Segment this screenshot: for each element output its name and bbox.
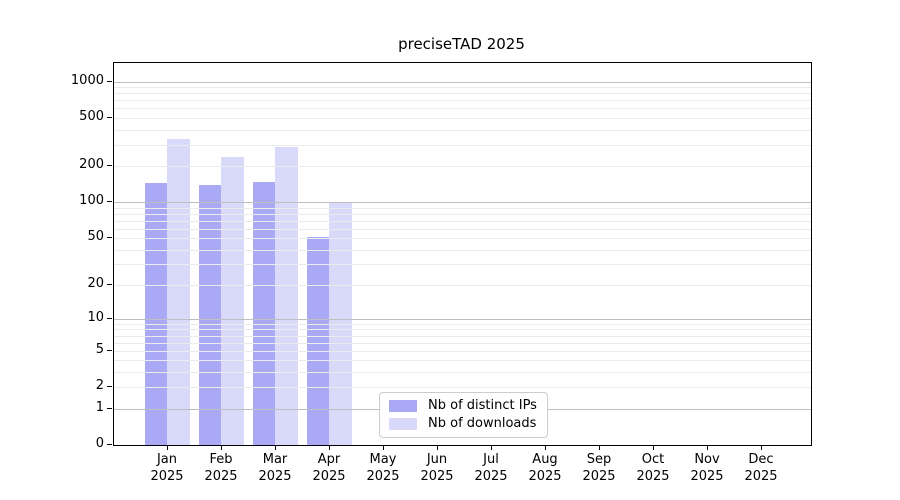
bar-nb-of-downloads-apr xyxy=(329,202,352,445)
legend-item-downloads: Nb of downloads xyxy=(389,416,537,431)
gridline-1000 xyxy=(114,81,811,83)
y-tick-label-2: 2 xyxy=(95,378,104,394)
gridline-minor-90 xyxy=(114,207,811,209)
x-tick-dec xyxy=(761,446,762,450)
gridline-minor-300 xyxy=(114,144,811,146)
gridline-minor-50 xyxy=(114,238,811,240)
bar-nb-of-downloads-jan xyxy=(167,139,190,445)
x-tick-label-mar: Mar 2025 xyxy=(258,452,292,484)
gridline-minor-5 xyxy=(114,350,811,352)
x-tick-jul xyxy=(491,446,492,450)
x-tick-label-jul: Jul 2025 xyxy=(474,452,508,484)
y-tick-5 xyxy=(107,349,112,351)
y-tick-label-1000: 1000 xyxy=(70,72,104,88)
x-tick-label-dec: Dec 2025 xyxy=(744,452,778,484)
x-tick-label-jun: Jun 2025 xyxy=(420,452,454,484)
bar-nb-of-distinct-ips-jan xyxy=(145,182,167,445)
gridline-minor-2 xyxy=(114,387,811,389)
y-tick-0 xyxy=(107,444,112,445)
y-tick-label-50: 50 xyxy=(87,229,104,245)
bar-nb-of-downloads-mar xyxy=(275,146,298,445)
chart-title: preciseTAD 2025 xyxy=(398,35,525,53)
gridline-minor-600 xyxy=(114,108,811,110)
x-tick-oct xyxy=(653,446,654,450)
x-tick-label-sep: Sep 2025 xyxy=(582,452,616,484)
y-tick-label-500: 500 xyxy=(79,109,104,124)
legend-item-distinct-ips: Nb of distinct IPs xyxy=(389,398,537,413)
gridline-minor-60 xyxy=(114,228,811,230)
y-tick-label-5: 5 xyxy=(95,341,104,357)
gridline-minor-30 xyxy=(114,264,811,266)
x-tick-feb xyxy=(221,446,222,450)
plot-area xyxy=(113,62,812,446)
x-tick-label-aug: Aug 2025 xyxy=(528,452,562,484)
y-tick-1 xyxy=(107,407,112,409)
y-tick-label-0: 0 xyxy=(95,436,104,451)
x-tick-mar xyxy=(275,446,276,450)
y-tick-200 xyxy=(107,165,112,166)
gridline-minor-200 xyxy=(114,166,811,167)
y-tick-label-20: 20 xyxy=(87,275,104,291)
gridline-minor-80 xyxy=(114,213,811,215)
y-tick-500 xyxy=(107,117,112,118)
legend-swatch-downloads-icon xyxy=(389,417,417,430)
gridline-minor-6 xyxy=(114,342,811,344)
x-tick-apr xyxy=(329,446,330,450)
x-tick-label-jan: Jan 2025 xyxy=(150,452,184,484)
x-tick-label-feb: Feb 2025 xyxy=(204,452,238,484)
legend: Nb of distinct IPs Nb of downloads xyxy=(379,392,548,438)
legend-label-downloads: Nb of downloads xyxy=(428,416,537,431)
gridline-minor-8 xyxy=(114,329,811,331)
gridline-minor-4 xyxy=(114,360,811,362)
y-tick-50 xyxy=(107,237,112,239)
x-tick-label-may: May 2025 xyxy=(366,452,400,484)
gridline-minor-400 xyxy=(114,129,811,131)
x-tick-may xyxy=(383,446,384,450)
gridline-minor-70 xyxy=(114,220,811,222)
y-tick-label-100: 100 xyxy=(79,193,104,209)
x-tick-jan xyxy=(167,446,168,450)
gridline-minor-20 xyxy=(114,284,811,286)
gridline-minor-700 xyxy=(114,100,811,102)
bar-nb-of-downloads-feb xyxy=(221,156,244,445)
y-tick-20 xyxy=(107,283,112,285)
gridline-minor-9 xyxy=(114,323,811,325)
gridline-minor-7 xyxy=(114,335,811,337)
y-tick-2 xyxy=(107,386,112,388)
x-tick-label-oct: Oct 2025 xyxy=(636,452,670,484)
y-tick-10 xyxy=(107,317,112,319)
gridline-minor-500 xyxy=(114,118,811,119)
gridline-10 xyxy=(114,318,811,320)
gridline-100 xyxy=(114,202,811,204)
x-tick-sep xyxy=(599,446,600,450)
y-tick-label-10: 10 xyxy=(87,309,104,325)
y-tick-100 xyxy=(107,201,112,203)
bar-nb-of-distinct-ips-feb xyxy=(199,184,221,445)
gridline-minor-3 xyxy=(114,372,811,374)
x-tick-label-apr: Apr 2025 xyxy=(312,452,346,484)
legend-swatch-distinct-ips-icon xyxy=(389,399,417,412)
bar-nb-of-distinct-ips-apr xyxy=(307,237,329,445)
y-tick-label-1: 1 xyxy=(95,399,104,415)
x-tick-aug xyxy=(545,446,546,450)
gridline-minor-900 xyxy=(114,87,811,89)
x-tick-label-nov: Nov 2025 xyxy=(690,452,724,484)
bar-nb-of-distinct-ips-mar xyxy=(253,181,275,445)
y-tick-1000 xyxy=(107,80,112,82)
x-tick-jun xyxy=(437,446,438,450)
gridline-minor-800 xyxy=(114,93,811,95)
legend-label-distinct-ips: Nb of distinct IPs xyxy=(428,398,537,413)
x-tick-nov xyxy=(707,446,708,450)
y-tick-label-200: 200 xyxy=(79,157,104,172)
gridline-minor-40 xyxy=(114,249,811,251)
